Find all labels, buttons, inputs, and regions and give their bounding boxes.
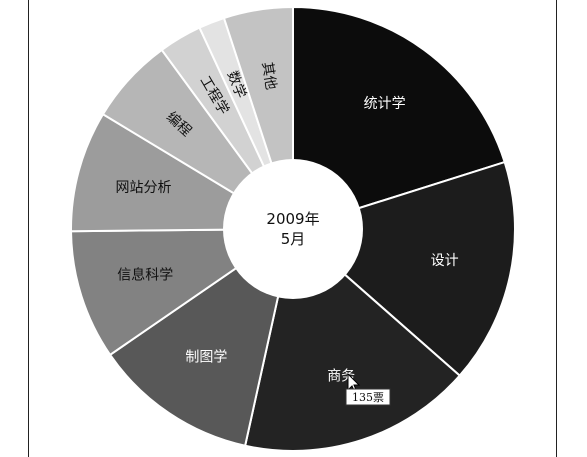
slice-label-4: 制图学 bbox=[185, 350, 227, 366]
donut-hole bbox=[223, 159, 363, 299]
right-border bbox=[556, 0, 557, 457]
tooltip-text: 135票 bbox=[352, 391, 384, 404]
slice-label-5: 信息科学 bbox=[117, 267, 173, 284]
center-label-line-1: 2009年 bbox=[266, 210, 319, 228]
slice-label-2: 设计 bbox=[431, 253, 459, 269]
slice-1[interactable] bbox=[292, 5, 506, 231]
slice-label-1: 统计学 bbox=[364, 96, 406, 112]
slice-4[interactable] bbox=[108, 226, 295, 447]
slice-label-6: 网站分析 bbox=[115, 180, 171, 196]
center-label-line-2: 5月 bbox=[281, 230, 306, 248]
slice-label-10: 其他 bbox=[258, 61, 278, 91]
tooltip-box bbox=[345, 388, 391, 406]
tooltip: 135票 bbox=[345, 372, 391, 406]
left-border bbox=[28, 0, 29, 457]
